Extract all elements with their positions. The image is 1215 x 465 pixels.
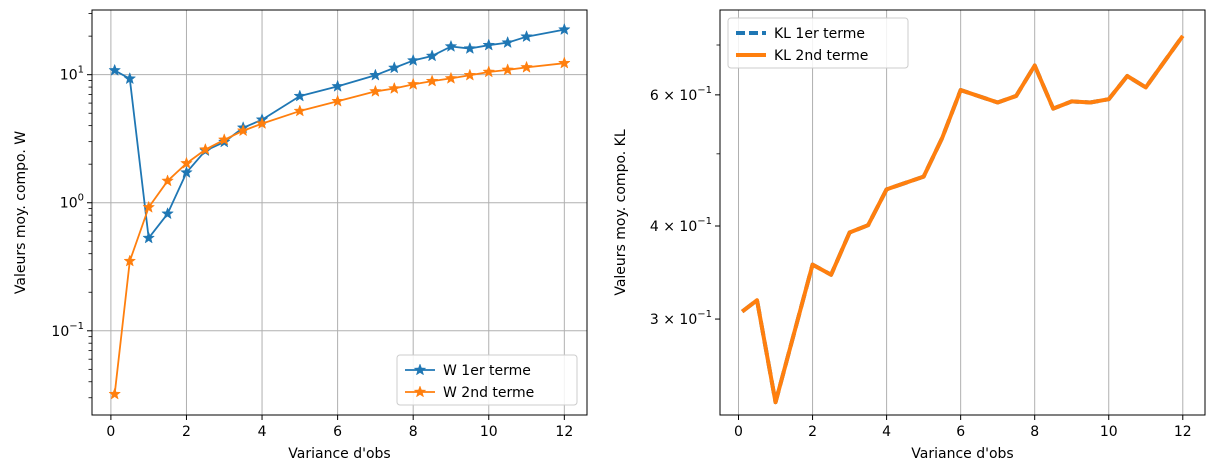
x-tick-label: 0 xyxy=(734,424,743,440)
y-tick-label: 101 xyxy=(60,65,84,84)
legend: W 1er terme W 2nd terme xyxy=(396,354,578,406)
data-point xyxy=(180,165,193,179)
x-tick-label: 0 xyxy=(106,424,115,440)
data-point xyxy=(293,104,307,117)
data-point xyxy=(198,142,212,156)
x-axis-label: Variance d'obs xyxy=(288,446,390,462)
chart-kl-components: 0 2 4 6 8 10 123 × 10−14 × 10−16 × 10−1Varianc… xyxy=(613,9,1206,462)
data-point xyxy=(108,387,122,400)
legend-label-2: W 2nd terme xyxy=(443,385,534,401)
series-line-2 xyxy=(113,62,565,395)
data-point xyxy=(331,79,345,92)
y-tick-label: 10−1 xyxy=(51,321,84,340)
data-point xyxy=(406,77,420,90)
data-point xyxy=(482,65,496,78)
series-line-2 xyxy=(740,34,1185,405)
data-point xyxy=(557,22,571,36)
y-axis-label: Valeurs moy. compo. W xyxy=(13,131,29,294)
data-point xyxy=(387,61,401,74)
data-point xyxy=(425,49,439,62)
x-tick-label: 4 xyxy=(882,424,891,440)
tick-label-exponent: 0 xyxy=(78,193,84,204)
tick-label-base: 10 xyxy=(60,68,78,84)
x-tick-label: 12 xyxy=(1174,424,1192,440)
tick-label-exponent: −1 xyxy=(697,309,712,320)
y-axis-label: Valeurs moy. compo. KL xyxy=(613,129,629,296)
x-tick-label: 2 xyxy=(182,424,191,440)
legend-marker xyxy=(413,385,427,398)
tick-label-base: 10 xyxy=(51,324,69,340)
data-point xyxy=(444,71,458,84)
data-point xyxy=(161,174,174,187)
legend-label-2: KL 2nd terme xyxy=(774,48,868,64)
legend-box xyxy=(727,17,909,69)
tick-label-base: 10 xyxy=(60,196,78,212)
axes-frame xyxy=(719,9,1206,416)
data-point xyxy=(142,231,156,244)
tick-label-base: 6 × 10 xyxy=(650,88,697,104)
x-tick-label: 8 xyxy=(1030,424,1039,440)
data-point xyxy=(142,200,156,213)
tick-label-base: 4 × 10 xyxy=(650,219,697,235)
data-point xyxy=(108,63,122,76)
data-point xyxy=(501,35,515,49)
data-point xyxy=(387,81,401,94)
data-point xyxy=(444,39,458,52)
data-point xyxy=(217,133,231,146)
x-axis-label: Variance d'obs xyxy=(911,446,1013,462)
axes-frame xyxy=(91,9,588,416)
data-point xyxy=(331,94,344,107)
data-point xyxy=(161,207,174,220)
data-point xyxy=(123,72,137,85)
x-tick-label: 10 xyxy=(480,424,498,440)
tick-label-exponent: −1 xyxy=(697,85,712,96)
data-point xyxy=(463,41,477,54)
data-point xyxy=(180,156,193,169)
y-tick-label: 6 × 10−1 xyxy=(650,85,712,104)
legend-marker xyxy=(413,363,427,376)
legend-label-1: W 1er terme xyxy=(443,363,531,379)
tick-label-base: 3 × 10 xyxy=(650,312,697,328)
x-tick-label: 4 xyxy=(258,424,267,440)
data-point xyxy=(463,68,477,81)
data-point xyxy=(236,124,250,137)
y-tick-label: 3 × 10−1 xyxy=(650,309,712,328)
x-tick-label: 6 xyxy=(956,424,965,440)
x-tick-label: 6 xyxy=(333,424,342,440)
data-point xyxy=(520,60,533,73)
legend: KL 1er terme KL 2nd terme xyxy=(727,17,909,69)
data-point xyxy=(369,84,382,97)
tick-label-exponent: −1 xyxy=(697,216,712,227)
data-point xyxy=(425,74,439,87)
data-point xyxy=(255,116,269,130)
data-point xyxy=(557,56,571,69)
x-tick-label: 8 xyxy=(409,424,418,440)
data-point xyxy=(123,254,137,267)
y-tick-label: 4 × 10−1 xyxy=(650,216,712,235)
data-point xyxy=(482,38,496,51)
x-tick-label: 2 xyxy=(808,424,817,440)
tick-label-exponent: −1 xyxy=(69,321,84,332)
x-tick-label: 10 xyxy=(1100,424,1118,440)
data-point xyxy=(293,89,307,102)
series-line-1 xyxy=(114,28,565,239)
y-tick-label: 100 xyxy=(60,193,84,212)
data-point xyxy=(501,63,515,76)
x-tick-label: 12 xyxy=(555,424,573,440)
legend-label-1: KL 1er terme xyxy=(774,26,865,42)
tick-label-exponent: 1 xyxy=(78,65,84,76)
legend-box xyxy=(396,354,578,406)
data-point xyxy=(369,68,382,81)
data-point xyxy=(520,29,533,43)
data-point xyxy=(406,53,420,66)
